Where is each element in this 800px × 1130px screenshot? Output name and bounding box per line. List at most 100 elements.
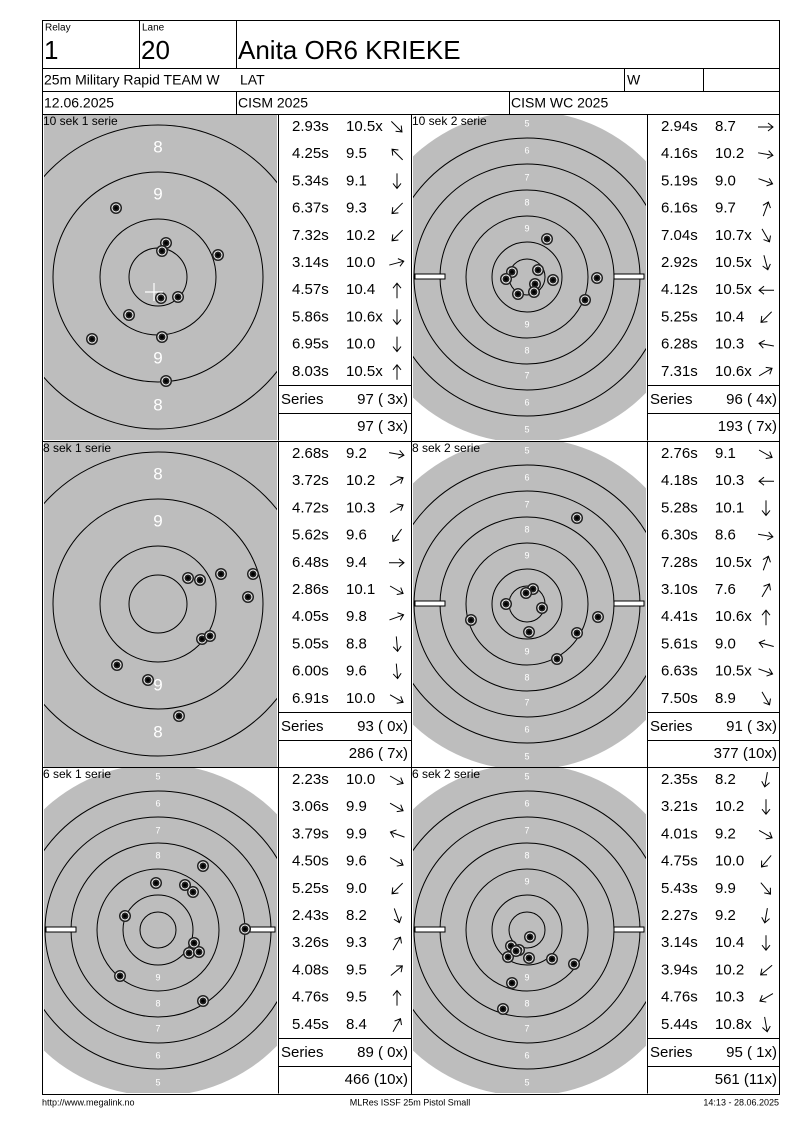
ring-label: 7 xyxy=(524,370,529,380)
ring-label: 6 xyxy=(524,1050,529,1060)
shot-ring xyxy=(194,947,204,957)
shot-time: 5.19s xyxy=(661,172,698,189)
arrow-path xyxy=(761,908,770,924)
shot-score: 10.1 xyxy=(346,581,375,598)
shot-time: 4.08s xyxy=(292,961,329,978)
ring-label: 6 xyxy=(524,472,529,482)
footer-timestamp: 14:13 - 28.06.2025 xyxy=(703,1097,779,1107)
shot-score: 8.7 xyxy=(715,118,736,135)
direction-arrow xyxy=(389,775,404,785)
shot-center xyxy=(510,270,514,274)
cumulative-total: 286 ( 7x) xyxy=(349,745,408,762)
direction-arrow xyxy=(758,531,774,541)
series-total: 95 ( 1x) xyxy=(726,1044,777,1061)
shot-time: 6.16s xyxy=(661,200,698,217)
direction-arrow xyxy=(758,339,774,349)
shot-time: 2.92s xyxy=(661,254,698,271)
series-label: Series xyxy=(281,718,324,735)
ring-label: 8 xyxy=(153,722,162,741)
arrow-path xyxy=(761,583,771,598)
ring-label: 6 xyxy=(524,798,529,808)
ring xyxy=(128,574,188,634)
ring xyxy=(413,790,646,1070)
center-cross xyxy=(145,283,163,301)
shot-score: 9.6 xyxy=(346,853,367,870)
shot-score: 10.0 xyxy=(346,336,375,353)
ring-label: 5 xyxy=(524,1077,529,1087)
shot-score: 9.8 xyxy=(346,608,367,625)
direction-arrow xyxy=(389,476,404,486)
arrow-path xyxy=(389,775,404,785)
gender: W xyxy=(627,72,641,88)
shot-time: 7.31s xyxy=(661,363,698,380)
direction-arrow xyxy=(762,255,771,271)
ring-label: 6 xyxy=(524,145,529,155)
ring-label: 9 xyxy=(524,319,529,329)
shot-score: 10.4 xyxy=(346,281,375,298)
ring xyxy=(52,498,264,710)
arrow-path xyxy=(392,363,402,380)
shot-score: 7.6 xyxy=(715,581,736,598)
shot-score: 10.2 xyxy=(715,798,744,815)
shot-ring xyxy=(157,246,167,256)
shot-center xyxy=(531,587,535,591)
shot-score: 9.1 xyxy=(346,172,367,189)
arrow-path xyxy=(389,857,404,867)
arrow-path xyxy=(389,476,404,486)
ring-label: 8 xyxy=(524,524,529,534)
shot-score: 10.6x xyxy=(715,608,752,625)
side-marker xyxy=(613,600,645,607)
ring xyxy=(491,568,563,640)
ring-label: 7 xyxy=(524,697,529,707)
arrow-path xyxy=(758,829,773,840)
direction-arrow xyxy=(761,500,771,517)
ring-label: 9 xyxy=(524,876,529,886)
shot-center xyxy=(160,335,164,339)
shot-center xyxy=(146,678,150,682)
shot-time: 4.57s xyxy=(292,281,329,298)
shot-score: 8.2 xyxy=(346,907,367,924)
ring-label: 8 xyxy=(524,998,529,1008)
arrow-path xyxy=(391,882,404,895)
shot-time: 3.14s xyxy=(661,934,698,951)
shot-center xyxy=(540,606,544,610)
target-disk xyxy=(44,768,277,1093)
ring xyxy=(122,894,194,966)
series-label: Series xyxy=(281,391,324,408)
shot-center xyxy=(201,999,205,1003)
shot-score: 10.5x xyxy=(715,663,752,680)
shot-ring xyxy=(525,932,535,942)
shot-ring xyxy=(87,334,97,344)
shot-time: 2.35s xyxy=(661,771,698,788)
arrow-path xyxy=(389,694,404,704)
ring xyxy=(99,545,217,663)
direction-arrow xyxy=(389,258,405,267)
shot-ring xyxy=(161,376,171,386)
arrow-path xyxy=(392,636,402,653)
shot-time: 5.34s xyxy=(292,172,329,189)
direction-arrow xyxy=(759,993,774,1003)
target-disk xyxy=(413,442,646,767)
direction-arrow xyxy=(389,857,404,867)
shot-ring xyxy=(569,959,579,969)
shot-time: 5.25s xyxy=(661,308,698,325)
target-bg xyxy=(44,115,277,440)
arrow-path xyxy=(392,173,402,190)
ring-label: 7 xyxy=(524,499,529,509)
ring-label: 8 xyxy=(153,137,162,156)
direction-arrow xyxy=(392,663,402,680)
shot-time: 2.76s xyxy=(661,445,698,462)
shot-score: 9.9 xyxy=(346,798,367,815)
arrow-path xyxy=(761,935,771,952)
series-label: Series xyxy=(281,1044,324,1061)
shot-center xyxy=(201,864,205,868)
ring-label: 8 xyxy=(153,395,162,414)
shot-time: 4.16s xyxy=(661,145,698,162)
shot-center xyxy=(123,914,127,918)
direction-arrow xyxy=(761,935,771,952)
shot-score: 9.9 xyxy=(715,880,736,897)
arrow-path xyxy=(762,255,771,271)
nation: LAT xyxy=(240,72,265,88)
shot-ring xyxy=(501,599,511,609)
